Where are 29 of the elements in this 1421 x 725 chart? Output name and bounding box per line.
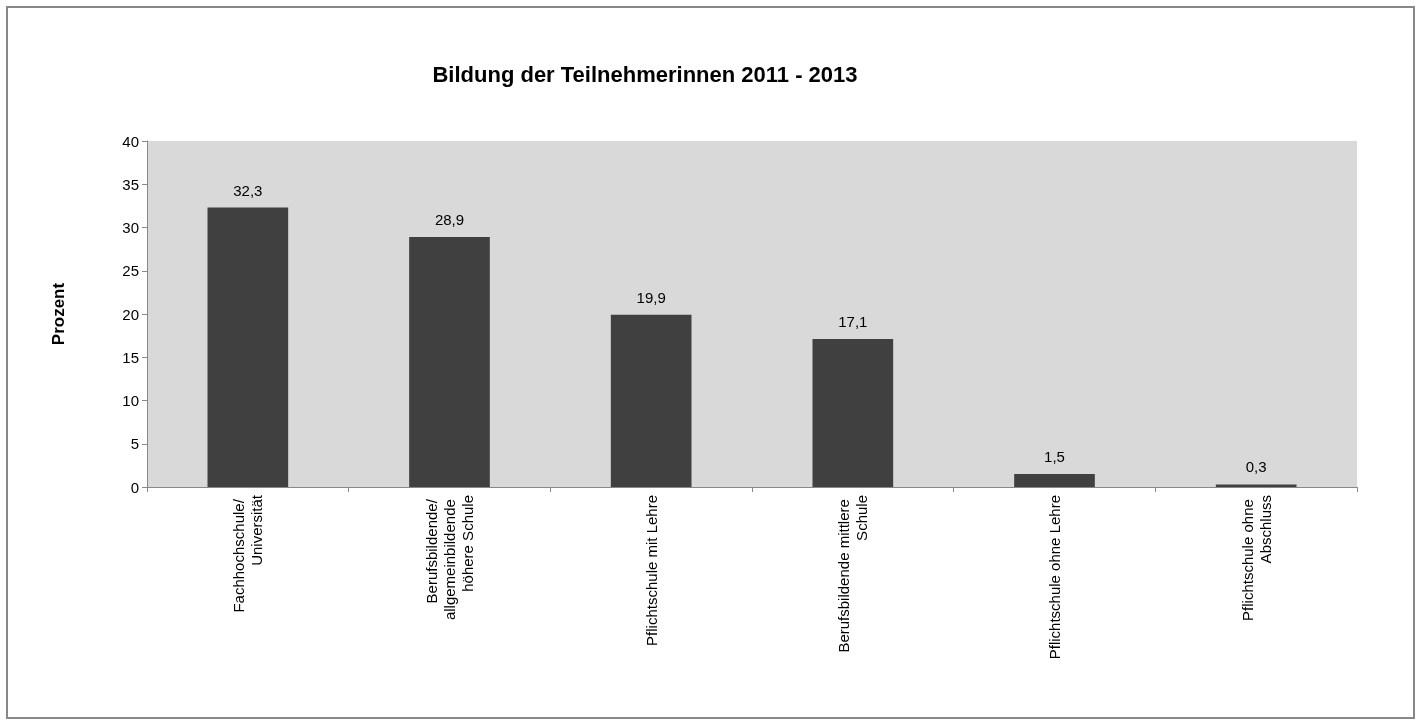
- data-label: 17,1: [838, 313, 868, 331]
- data-label: 1,5: [1044, 448, 1065, 466]
- x-tick-label: Pflichtschule ohne Abschluss: [1238, 495, 1274, 621]
- y-tick-label: 10: [122, 392, 139, 409]
- bar: [207, 207, 289, 487]
- x-tick-label: Pflichtschule ohne Lehre: [1046, 495, 1063, 660]
- y-axis-title: Prozent: [49, 282, 68, 346]
- y-tick-label: 15: [122, 348, 139, 366]
- bar: [409, 237, 490, 487]
- chart-title: Bildung der Teilnehmerinnen 2011 - 2013: [432, 61, 858, 87]
- data-label: 28,9: [434, 211, 465, 229]
- data-label: 19,9: [636, 288, 666, 306]
- y-tick-label: 30: [122, 219, 139, 236]
- bar: [1215, 484, 1297, 487]
- data-label: 32,3: [233, 181, 263, 199]
- y-tick-label: 25: [122, 262, 139, 280]
- y-tick-label: 5: [130, 435, 139, 453]
- data-label: 0,3: [1245, 458, 1267, 476]
- x-tick-label: Fachhochschule/ Universität: [230, 494, 266, 613]
- y-tick-label: 40: [122, 132, 139, 150]
- x-tick-label: Pflichtschule mit Lehre: [642, 495, 660, 646]
- y-tick-label: 0: [130, 478, 139, 496]
- bar: [610, 314, 692, 487]
- bar: [812, 339, 894, 487]
- bar: [1014, 474, 1095, 487]
- y-tick-label: 20: [122, 305, 139, 323]
- x-tick-label: Berufsbildende/ allgemeinbildende höhere Schule: [423, 495, 476, 621]
- x-tick-label: Berufsbildende mittlere Schule: [835, 495, 871, 653]
- y-tick-label: 35: [122, 175, 139, 193]
